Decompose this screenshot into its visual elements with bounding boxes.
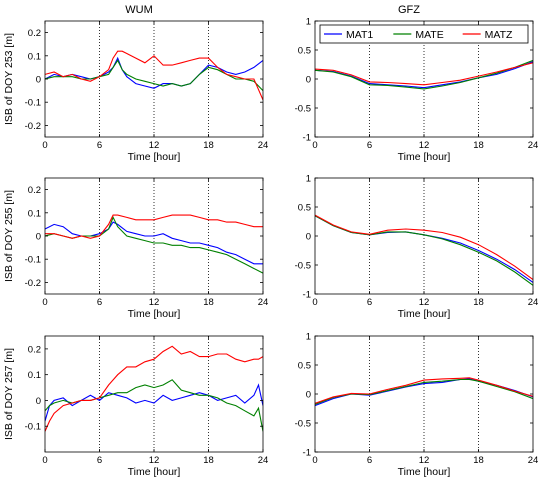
panel-wum-1-y-axis-label: ISB of DOY 253 [m]	[3, 33, 15, 125]
panel-wum-1-y-tick-label: 0.1	[28, 51, 41, 62]
panel-gfz-2-y-tick-label: -1	[303, 290, 311, 301]
panel-wum-1-x-tick-label: 6	[97, 140, 102, 151]
panel-wum-2-x-axis-label: Time [hour]	[128, 308, 181, 320]
panel-gfz-2-y-tick-label: 0	[306, 232, 311, 243]
panel-gfz-3-x-tick-label: 12	[419, 455, 430, 466]
panel-gfz-2-x-tick-label: 12	[419, 297, 430, 308]
panel-wum-3-y-axis-label: ISB of DOY 257 [m]	[3, 348, 15, 440]
panel-gfz-3-y-tick-label: 1	[306, 332, 311, 343]
panel-gfz-2-series-matz	[315, 214, 533, 280]
panel-wum-1-series-matz	[45, 50, 263, 101]
panel-gfz-3-x-tick-label: 0	[312, 455, 317, 466]
panel-wum-1-x-tick-label: 18	[203, 140, 214, 151]
panel-gfz-1-x-tick-label: 24	[528, 140, 539, 151]
panel-gfz-2-y-tick-label: -0.5	[295, 261, 311, 272]
panel-wum-3: 0 6 12 18 24 Time [hour] -0.1 0 0.1 0.2 ISB of DOY…	[3, 335, 269, 478]
panel-wum-2-y-tick-label: 0.2	[28, 185, 41, 196]
panel-gfz-1-x-tick-label: 6	[367, 140, 372, 151]
panel-gfz-2-y-tick-label: 1	[306, 174, 311, 185]
panel-wum-2-y-tick-label: -0.1	[25, 255, 41, 266]
panel-gfz-3-series-matz	[315, 377, 533, 404]
panel-gfz-1-y-tick-label: 1	[306, 17, 311, 28]
panel-wum-3-x-axis-label: Time [hour]	[128, 466, 181, 478]
panel-gfz-1-x-axis-label: Time [hour]	[398, 151, 451, 163]
panel-wum-3-y-tick-label: -0.1	[25, 422, 41, 433]
panel-gfz-3-y-tick-label: -1	[303, 448, 311, 459]
legend-label-matz: MATZ	[485, 29, 513, 41]
panel-gfz-1-y-tick-label: 0.5	[298, 46, 311, 57]
panel-wum-1-y-tick-label: -0.1	[25, 98, 41, 109]
panel-gfz-3-y-tick-label: 0.5	[298, 361, 311, 372]
panel-gfz-3-x-tick-label: 24	[528, 455, 539, 466]
panel-gfz-3: 0 6 12 18 24 Time [hour] -1 -0.5 0 0.5 1	[295, 332, 539, 479]
legend-box	[319, 24, 529, 44]
panel-wum-3-series-mat1	[45, 383, 263, 422]
panel-wum-2-x-tick-label: 24	[258, 297, 269, 308]
panel-gfz-1-x-tick-label: 18	[473, 140, 484, 151]
panel-gfz-2-x-tick-label: 24	[528, 297, 539, 308]
panel-wum-3-y-tick-label: 0.1	[28, 370, 41, 381]
legend-label-mat1: MAT1	[346, 29, 373, 41]
panel-gfz-1-series-mat1	[315, 61, 533, 89]
panel-wum-3-x-tick-label: 18	[203, 455, 214, 466]
panel-wum-2-x-tick-label: 6	[97, 297, 102, 308]
panel-wum-1-y-tick-label: 0	[36, 75, 41, 86]
panel-gfz-2: 0 6 12 18 24 Time [hour] -1 -0.5 0 0.5 1	[295, 174, 539, 321]
panel-wum-2-x-tick-label: 0	[42, 297, 47, 308]
panel-wum-2-y-tick-label: -0.2	[25, 278, 41, 289]
panel-wum-3-series-matz	[45, 345, 263, 432]
legend: MAT1 MATE MATZ	[319, 24, 529, 44]
panel-gfz-3-y-tick-label: -0.5	[295, 419, 311, 430]
panel-gfz-1-series-mate	[315, 59, 533, 90]
panel-wum-1-series-mat1	[45, 56, 263, 89]
panel-wum-1-x-tick-label: 12	[149, 140, 160, 151]
panel-gfz-3-x-tick-label: 18	[473, 455, 484, 466]
panel-gfz-2-y-tick-label: 0.5	[298, 203, 311, 214]
panel-wum-3-x-tick-label: 24	[258, 455, 269, 466]
panel-gfz-1-x-tick-label: 0	[312, 140, 317, 151]
panel-gfz-2-x-axis-label: Time [hour]	[398, 308, 451, 320]
panel-gfz-3-y-tick-label: 0	[306, 390, 311, 401]
panel-wum-2-y-tick-label: 0.1	[28, 208, 41, 219]
panel-gfz-1-y-tick-label: -1	[303, 133, 311, 144]
panel-wum-2-y-axis-label: ISB of DOY 255 [m]	[3, 190, 15, 282]
panel-gfz-2-x-tick-label: 18	[473, 297, 484, 308]
panel-wum-2: 0 6 12 18 24 Time [hour] -0.2 -0.1 0 0.1 0.2 ISB of…	[3, 177, 269, 320]
panel-wum-2-x-tick-label: 18	[203, 297, 214, 308]
panel-wum-1: 0 6 12 18 24 Time [hour] -0.2 -0.1 0 0.1 0.2 ISB of…	[3, 20, 269, 163]
panel-gfz-2-x-tick-label: 0	[312, 297, 317, 308]
panel-wum-3-x-tick-label: 6	[97, 455, 102, 466]
panel-wum-2-x-tick-label: 12	[149, 297, 160, 308]
panel-gfz-3-x-axis-label: Time [hour]	[398, 466, 451, 478]
panel-wum-1-x-axis-label: Time [hour]	[128, 151, 181, 163]
panel-gfz-1-y-tick-label: 0	[306, 75, 311, 86]
panel-wum-3-x-tick-label: 12	[149, 455, 160, 466]
panel-wum-3-y-tick-label: 0	[36, 396, 41, 407]
panel-wum-2-y-tick-label: 0	[36, 232, 41, 243]
panel-wum-3-y-tick-label: 0.2	[28, 344, 41, 355]
panel-wum-1-series-mate	[45, 59, 263, 91]
panel-gfz-2-x-tick-label: 6	[367, 297, 372, 308]
panel-gfz-1-y-tick-label: -0.5	[295, 104, 311, 115]
column-title-wum: WUM	[125, 4, 153, 16]
panel-gfz-1-x-tick-label: 12	[419, 140, 430, 151]
panel-gfz-1-series-matz	[315, 62, 533, 86]
panel-wum-1-y-tick-label: -0.2	[25, 121, 41, 132]
panel-wum-3-x-tick-label: 0	[42, 455, 47, 466]
panel-gfz-2-series-mate	[315, 215, 533, 286]
column-title-gfz: GFZ	[398, 4, 420, 16]
panel-gfz-3-x-tick-label: 6	[367, 455, 372, 466]
panel-gfz-3-series-mate	[315, 378, 533, 405]
panel-wum-1-x-tick-label: 24	[258, 140, 269, 151]
legend-label-mate: MATE	[415, 29, 443, 41]
panel-wum-2-series-matz	[45, 214, 263, 239]
panel-wum-1-x-tick-label: 0	[42, 140, 47, 151]
panel-wum-1-y-tick-label: 0.2	[28, 28, 41, 39]
